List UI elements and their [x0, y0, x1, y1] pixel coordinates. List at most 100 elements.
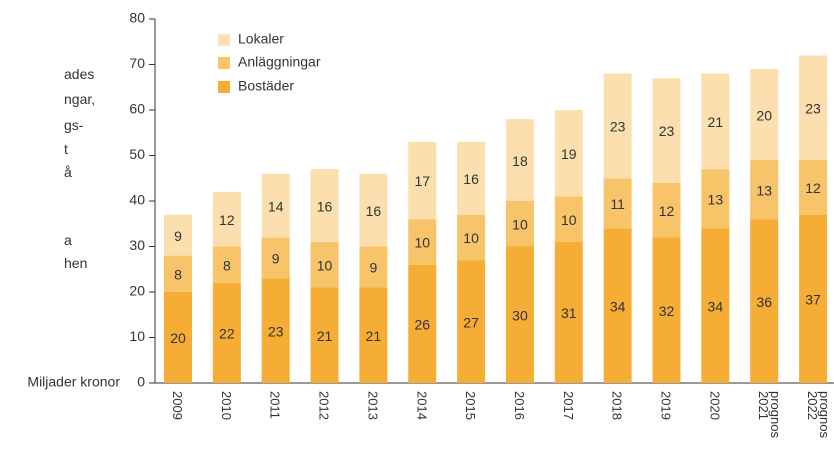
- bar-segment: [701, 169, 730, 229]
- value-label: 34: [708, 298, 724, 314]
- value-label: 18: [512, 153, 528, 169]
- bar-segment: [505, 201, 534, 247]
- bar-segment: [457, 260, 486, 383]
- y-tick-label: 10: [129, 328, 145, 344]
- value-label: 10: [463, 230, 479, 246]
- bar-segment: [750, 160, 779, 220]
- x-tick-label: 2015: [463, 391, 479, 420]
- side-text: å: [64, 164, 72, 180]
- bar-segment: [457, 214, 486, 261]
- legend-label: Bostäder: [238, 78, 294, 94]
- value-label: 8: [174, 267, 182, 283]
- value-label: 9: [272, 251, 280, 267]
- value-label: 10: [414, 235, 430, 251]
- x-tick-label: 2018: [609, 391, 625, 420]
- value-label: 11: [610, 196, 625, 212]
- value-label: 8: [223, 257, 231, 273]
- x-tick-label: 2011: [267, 391, 283, 419]
- x-tick-label: 2009: [170, 391, 185, 420]
- bar-segment: [310, 169, 339, 242]
- bar-segment: [505, 119, 534, 201]
- y-tick-label: 20: [129, 283, 145, 299]
- value-label: 16: [366, 203, 382, 219]
- y-tick-label: 50: [129, 146, 145, 162]
- bar-segment: [554, 241, 583, 383]
- value-label: 26: [414, 317, 430, 333]
- value-label: 23: [610, 119, 626, 135]
- bar-segment: [603, 178, 632, 229]
- value-label: 30: [512, 307, 528, 323]
- value-label: 22: [219, 326, 235, 342]
- x-tick-label: 2019: [658, 391, 674, 420]
- y-tick-label: 70: [129, 55, 145, 71]
- x-tick-label: 2020: [707, 391, 723, 420]
- y-tick-label: 40: [129, 192, 145, 208]
- x-tick-label: 2021 prognos: [756, 391, 784, 438]
- x-tick-label: 2014: [414, 391, 430, 420]
- x-tick-label: 2012: [316, 391, 332, 420]
- value-label: 36: [756, 294, 772, 310]
- bar-segment: [408, 264, 437, 383]
- side-text: ngar,: [64, 91, 96, 107]
- bar-segment: [212, 282, 241, 383]
- bar-segment: [652, 78, 681, 183]
- value-label: 34: [610, 298, 626, 314]
- value-label: 14: [268, 198, 284, 214]
- bar-segment: [750, 219, 779, 383]
- bar-segment: [359, 173, 388, 247]
- x-tick-label: 2022 prognos: [805, 391, 833, 438]
- x-tick-label: 2016: [511, 391, 527, 420]
- bar-segment: [408, 219, 437, 265]
- bar-segment: [261, 173, 290, 238]
- side-text: hen: [64, 255, 88, 271]
- x-tick-label: 2013: [365, 391, 381, 420]
- bar-segment: [554, 196, 583, 242]
- bar-segment: [212, 191, 241, 247]
- value-label: 12: [805, 180, 821, 196]
- value-label: 37: [805, 292, 821, 308]
- bar-segment: [310, 241, 339, 288]
- y-tick-label: 80: [129, 10, 145, 26]
- bar-segment: [505, 246, 534, 383]
- value-label: 21: [366, 328, 382, 344]
- side-text: gs-: [64, 117, 84, 133]
- value-label: 17: [414, 173, 430, 189]
- bar-segment: [603, 228, 632, 383]
- value-label: 10: [512, 216, 528, 232]
- value-label: 9: [174, 228, 182, 244]
- value-label: 12: [219, 212, 235, 228]
- bar-segment: [359, 246, 388, 288]
- y-tick-label: 60: [129, 101, 145, 117]
- bar-segment: [212, 246, 241, 283]
- x-tick-label: 2017: [560, 391, 576, 420]
- bar-segment: [408, 141, 437, 220]
- value-label: 23: [268, 323, 284, 339]
- value-label: 31: [561, 305, 577, 321]
- value-label: 13: [756, 182, 772, 198]
- value-label: 12: [659, 203, 675, 219]
- y-tick-label: 30: [129, 237, 145, 253]
- bar-segment: [359, 287, 388, 383]
- legend-swatch: [218, 34, 230, 46]
- value-label: 20: [170, 330, 186, 346]
- value-label: 16: [463, 171, 479, 187]
- side-text: t: [64, 141, 68, 157]
- bar-segment: [701, 228, 730, 383]
- side-text: ades: [64, 66, 95, 82]
- value-label: 23: [805, 100, 821, 116]
- value-label: 10: [317, 257, 333, 273]
- value-label: 16: [317, 198, 333, 214]
- value-label: 10: [561, 212, 577, 228]
- legend-label: Lokaler: [238, 31, 284, 47]
- value-label: 32: [659, 303, 675, 319]
- bar-segment: [554, 110, 583, 197]
- y-axis-label: Miljader kronor: [27, 374, 120, 390]
- value-label: 23: [659, 123, 675, 139]
- value-label: 9: [370, 260, 378, 276]
- value-label: 21: [317, 328, 333, 344]
- bar-segment: [457, 141, 486, 215]
- side-text: a: [64, 232, 72, 248]
- legend-swatch: [218, 57, 230, 69]
